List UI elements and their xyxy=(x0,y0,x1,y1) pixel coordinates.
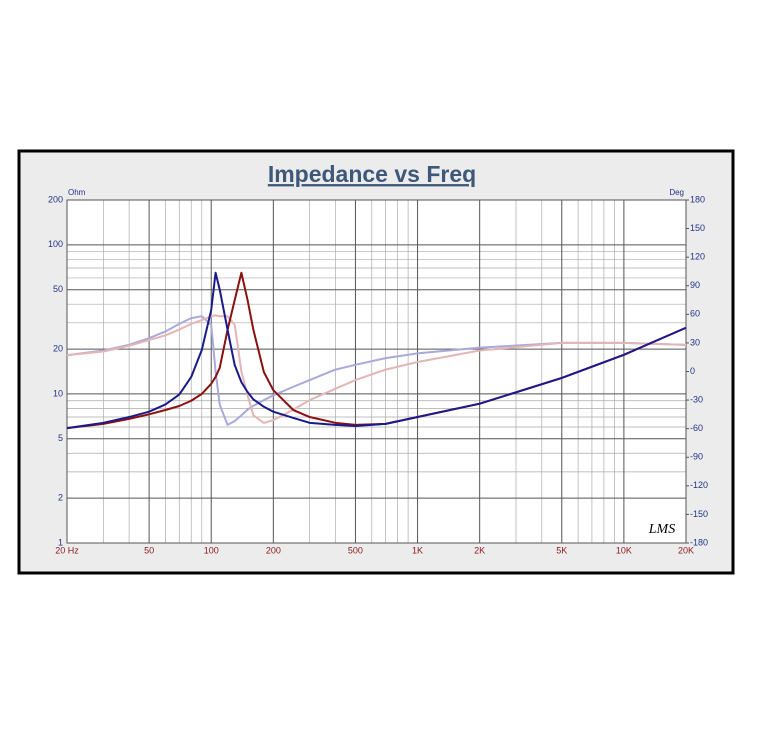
x-tick-label: 10K xyxy=(616,545,632,555)
x-tick-label: 50 xyxy=(144,545,154,555)
y2-tick-label: -30 xyxy=(690,394,703,404)
y2-tick-label: 150 xyxy=(690,223,705,233)
y2-tick-label: 90 xyxy=(690,280,700,290)
y2-tick-label: 60 xyxy=(690,309,700,319)
y-tick-label: 20 xyxy=(53,343,63,353)
x-tick-label: 100 xyxy=(204,545,219,555)
y-tick-label: 100 xyxy=(48,239,63,249)
series-line xyxy=(66,271,687,430)
y2-tick-label: -90 xyxy=(690,452,703,462)
plot-area xyxy=(66,199,687,544)
y2-tick-label: 30 xyxy=(690,337,700,347)
y2-tick-label: -60 xyxy=(690,423,703,433)
x-tick-label: 20K xyxy=(678,545,694,555)
series-line xyxy=(66,315,687,426)
y2-tick-label: -180 xyxy=(690,537,708,547)
chart-title: Impedance vs Freq xyxy=(268,161,476,187)
x-tick-label: 1K xyxy=(412,545,423,555)
y-tick-label: 200 xyxy=(48,194,63,204)
y-tick-label: 10 xyxy=(53,388,63,398)
y-axis-label: Ohm xyxy=(68,188,86,197)
x-tick-label: 200 xyxy=(266,545,281,555)
x-tick-label: 500 xyxy=(348,545,363,555)
series-line xyxy=(66,314,687,424)
y2-tick-label: 120 xyxy=(690,252,705,262)
logo: LMS xyxy=(648,522,675,537)
y2-tick-label: 0 xyxy=(690,366,695,376)
y2-axis-label: Deg xyxy=(669,188,684,197)
x-tick-label: 2K xyxy=(474,545,485,555)
x-tick-label: 20 Hz xyxy=(55,545,79,555)
x-tick-label: 5K xyxy=(556,545,567,555)
y-tick-label: 1 xyxy=(58,537,63,547)
y-tick-label: 50 xyxy=(53,284,63,294)
y-tick-label: 2 xyxy=(58,493,63,503)
y2-tick-label: 180 xyxy=(690,194,705,204)
y2-tick-label: -150 xyxy=(690,509,708,519)
y2-tick-label: -120 xyxy=(690,480,708,490)
y-tick-label: 5 xyxy=(58,433,63,443)
